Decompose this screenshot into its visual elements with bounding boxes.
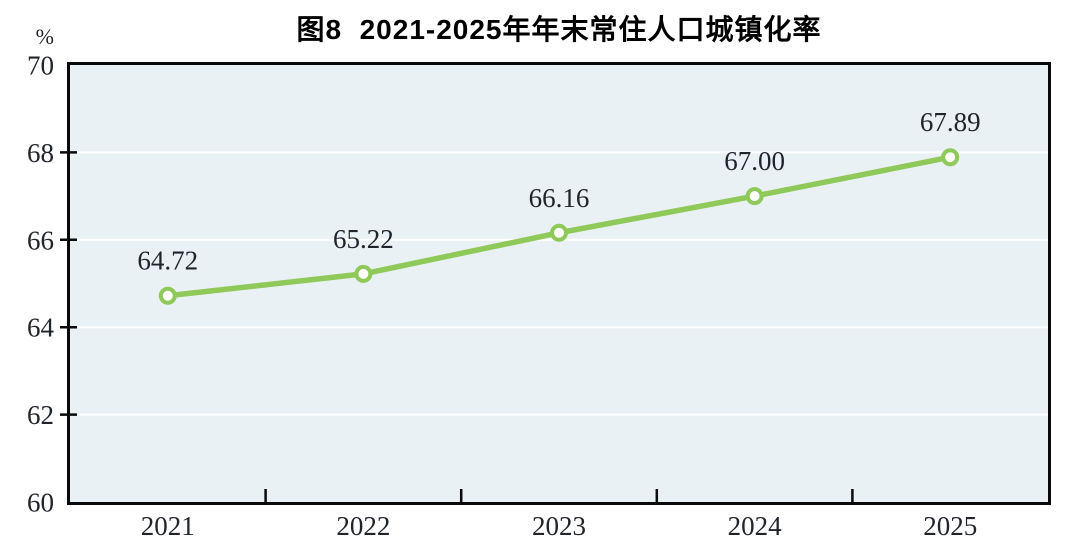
data-label: 65.22 <box>333 224 394 254</box>
x-tick-label: 2022 <box>336 511 390 541</box>
y-tick-label: 62 <box>27 400 54 430</box>
plot-area: 64.72 65.22 66.16 67.00 67.89 60 62 64 66 68 70 202… <box>27 50 1051 541</box>
data-label: 64.72 <box>137 246 198 276</box>
line-chart: 64.72 65.22 66.16 67.00 67.89 60 62 64 66 68 70 202… <box>27 50 1048 541</box>
chart-title: 图8 2021-2025年年末常住人口城镇化率 <box>296 14 822 45</box>
y-axis-unit-label: % <box>35 24 54 49</box>
x-tick-label: 2025 <box>923 511 977 541</box>
data-label: 67.00 <box>724 146 785 176</box>
data-point-marker <box>354 264 373 283</box>
y-tick-label: 60 <box>27 487 54 517</box>
y-tick-label: 68 <box>27 138 54 168</box>
x-tick-label: 2021 <box>141 511 195 541</box>
data-label: 67.89 <box>920 107 981 137</box>
data-point-marker <box>941 148 960 167</box>
x-tick-label: 2024 <box>728 511 783 541</box>
x-tick-label: 2023 <box>532 511 586 541</box>
y-tick-label: 66 <box>27 225 54 255</box>
y-tick-label: 70 <box>27 50 54 80</box>
data-point-marker <box>745 187 764 206</box>
data-point-marker <box>550 223 568 242</box>
data-point-marker <box>158 286 177 305</box>
data-label: 66.16 <box>529 183 590 213</box>
y-tick-label: 64 <box>27 313 55 343</box>
